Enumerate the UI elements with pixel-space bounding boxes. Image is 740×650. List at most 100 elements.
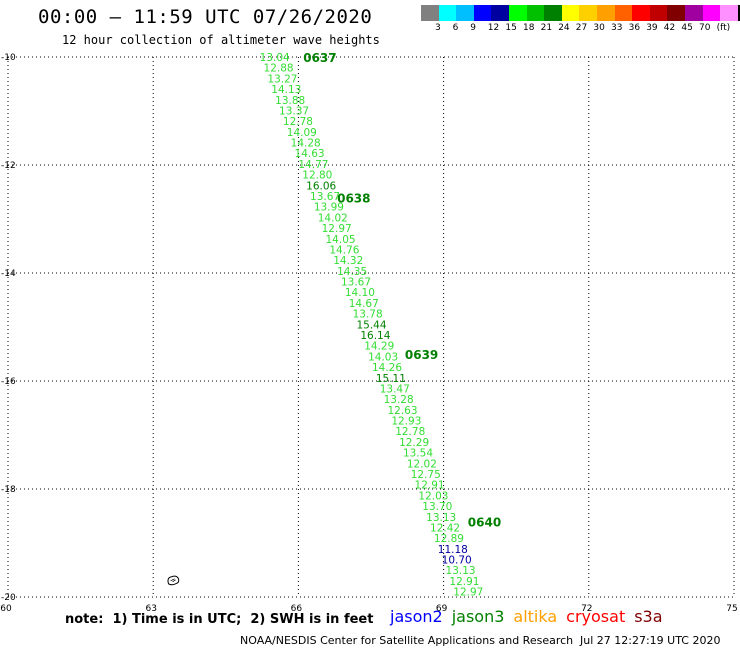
map-tick-labels: 60 63 66 69 72 75 -10 -12 -14 -16 -18 -20 xyxy=(0,53,737,614)
legend-swatch xyxy=(421,5,439,21)
legend-swatch xyxy=(561,5,580,21)
wave-height-value: 16.14 xyxy=(360,330,390,342)
wave-height-value: 13.37 xyxy=(279,105,309,117)
generated-timestamp: Jul 27 12:27:19 UTC 2020 xyxy=(580,634,721,647)
legend-label: 42 xyxy=(663,23,676,33)
wave-height-value: 12.42 xyxy=(430,522,460,534)
legend-label: 6 xyxy=(452,23,459,33)
legend-swatch xyxy=(438,5,457,21)
wave-height-value: 13.67 xyxy=(341,277,371,289)
legend-label: 45 xyxy=(681,23,693,33)
time-labels: 0637 0638 0639 0640 xyxy=(303,51,501,529)
wave-height-value: 14.09 xyxy=(287,127,317,139)
map-grid xyxy=(7,56,735,598)
lon-tick-label: 75 xyxy=(726,604,737,614)
wave-height-value: 13.88 xyxy=(275,95,305,107)
wave-height-value: 14.26 xyxy=(372,362,402,374)
wave-height-value: 14.13 xyxy=(271,84,301,96)
wave-height-value: 14.32 xyxy=(333,255,363,267)
legend-swatch xyxy=(667,5,685,21)
wave-height-value: 11.18 xyxy=(438,544,468,556)
legend-swatch xyxy=(649,5,668,21)
legend-label: 70 xyxy=(699,23,711,33)
wave-height-value: 14.05 xyxy=(326,234,356,246)
island-detail xyxy=(170,578,176,583)
wave-height-value: 14.76 xyxy=(329,244,359,256)
wave-height-value: 12.91 xyxy=(449,576,479,588)
wave-height-value: 15.11 xyxy=(376,373,406,385)
island-shape xyxy=(167,575,180,586)
legend-swatch xyxy=(526,5,545,21)
wave-height-value: 12.78 xyxy=(283,116,313,128)
wave-height-value: 14.63 xyxy=(295,148,325,160)
legend-label: 36 xyxy=(628,23,641,33)
wave-height-value: 14.03 xyxy=(368,351,398,363)
wave-height-value: 14.28 xyxy=(291,138,321,150)
wave-height-value: 10.70 xyxy=(442,555,472,567)
lat-tick-label: -10 xyxy=(1,53,16,63)
wave-height-legend-labels: 3 6 9 12 15 18 21 24 27 30 33 36 39 42 45 70 (ft) xyxy=(421,23,740,35)
legend-swatch xyxy=(544,5,562,21)
lon-tick-label: 66 xyxy=(291,604,303,614)
lat-tick-label: -20 xyxy=(1,593,16,603)
legend-label: 33 xyxy=(611,23,623,33)
wave-height-value: 12.80 xyxy=(302,170,332,182)
legend-swatch xyxy=(684,5,703,21)
legend-label: 9 xyxy=(470,23,476,33)
island-outline xyxy=(167,575,180,586)
legend-label: 30 xyxy=(593,23,605,33)
wave-height-color-legend xyxy=(421,5,740,21)
legend-swatch xyxy=(632,5,650,21)
wave-height-value: 12.63 xyxy=(387,405,417,417)
satellite-legend-jason3: jason3 xyxy=(451,607,505,626)
satellite-legend-cryosat: cryosat xyxy=(566,607,626,626)
legend-swatch xyxy=(614,5,633,21)
wave-height-value: 13.13 xyxy=(426,512,456,524)
lat-tick-label: -18 xyxy=(1,485,16,495)
lon-tick-label: 69 xyxy=(436,604,448,614)
wave-height-value: 13.27 xyxy=(267,73,297,85)
wave-height-value: 15.44 xyxy=(356,319,386,331)
wave-height-value: 12.29 xyxy=(399,437,429,449)
wave-height-value: 12.75 xyxy=(411,469,441,481)
wave-height-value: 13.78 xyxy=(353,309,383,321)
wave-height-value: 12.02 xyxy=(407,458,437,470)
satellite-legend-s3a: s3a xyxy=(634,607,663,626)
legend-swatch xyxy=(473,5,492,21)
legend-swatch xyxy=(579,5,597,21)
lat-tick-label: -12 xyxy=(1,161,16,171)
legend-label: 12 xyxy=(487,23,500,33)
legend-label: 39 xyxy=(646,23,658,33)
legend-swatch xyxy=(508,5,527,21)
map-title: 00:00 – 11:59 UTC 07/26/2020 xyxy=(38,6,373,28)
footer-note: note: 1) Time is in UTC; 2) SWH is in fe… xyxy=(65,612,374,627)
legend-swatch xyxy=(702,5,721,21)
satellite-legend-altika: altika xyxy=(513,607,558,626)
lat-tick-label: -16 xyxy=(1,377,16,387)
wave-height-value: 13.28 xyxy=(384,394,414,406)
satellite-legend: jason2 jason3 altika cryosat s3a xyxy=(390,607,672,626)
legend-label: 27 xyxy=(575,23,588,33)
wave-height-value: 13.67 xyxy=(310,191,340,203)
credit-line: NOAA/NESDIS Center for Satellite Applica… xyxy=(240,634,574,647)
lon-tick-label: 60 xyxy=(0,604,12,614)
wave-height-value: 12.97 xyxy=(322,223,352,235)
pass-time-label: 0640 xyxy=(468,515,501,529)
legend-label: 21 xyxy=(540,23,553,33)
wave-height-value: 16.06 xyxy=(306,180,336,192)
wave-height-value: 12.89 xyxy=(434,533,464,545)
wave-height-value: 14.29 xyxy=(364,341,394,353)
wave-height-value: 14.10 xyxy=(345,287,375,299)
legend-label: 18 xyxy=(523,23,535,33)
wave-height-value: 14.67 xyxy=(349,298,379,310)
lon-tick-label: 72 xyxy=(581,604,592,614)
legend-swatch xyxy=(456,5,474,21)
legend-label: 15 xyxy=(505,23,517,33)
satellite-track: 13.0412.8813.2714.1313.8813.3712.7814.09… xyxy=(260,52,484,599)
pass-time-label: 0638 xyxy=(337,191,370,205)
wave-height-value: 12.97 xyxy=(453,587,483,599)
wave-height-value: 12.91 xyxy=(415,480,445,492)
wave-height-value: 14.77 xyxy=(298,159,328,171)
satellite-legend-jason2: jason2 xyxy=(390,607,443,626)
